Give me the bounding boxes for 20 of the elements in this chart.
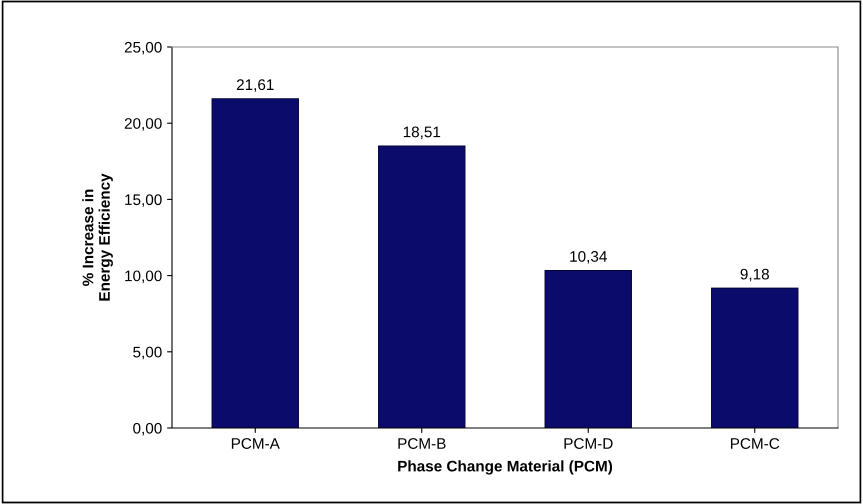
data-label: 18,51: [404, 126, 440, 140]
y-tick-label: 15,00: [125, 194, 162, 207]
data-label: 10,34: [570, 251, 607, 264]
y-tick-label: 5,00: [133, 346, 162, 360]
bar: [544, 270, 632, 428]
x-tick-label: PCM-A: [232, 438, 280, 449]
data-label: 21,61: [236, 79, 274, 92]
y-tick-label: 20,00: [124, 118, 162, 131]
bar: [711, 288, 798, 428]
bar: [378, 145, 466, 428]
data-label: 9,18: [740, 268, 769, 282]
y-axis-title: % Increase in Energy Efficiency: [82, 173, 113, 301]
bar: [212, 98, 299, 428]
x-tick-label: PCM-D: [564, 438, 613, 449]
x-tick-label: PCM-C: [730, 438, 780, 449]
x-tick-label: PCM-B: [398, 438, 446, 449]
x-axis-title: Phase Change Material (PCM): [398, 460, 612, 475]
y-tick-label: 25,00: [124, 42, 162, 54]
y-tick-label: 10,00: [125, 270, 162, 284]
y-tick-label: 0,00: [133, 422, 162, 436]
